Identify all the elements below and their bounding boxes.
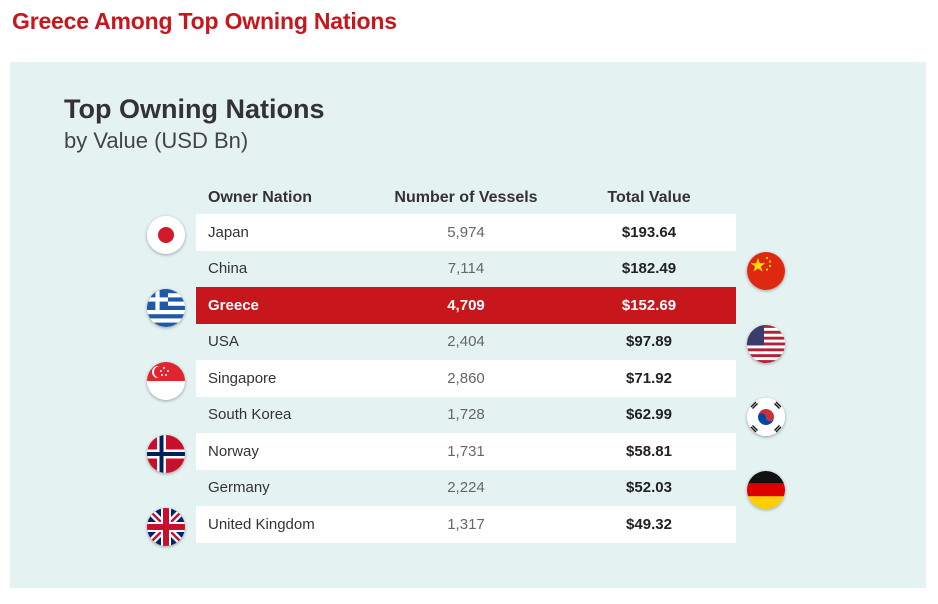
cell-number-of-vessels: 2,224 (447, 479, 485, 497)
united-kingdom-flag-icon (147, 508, 185, 546)
table-row: Germany 2,224 $52.03 (196, 470, 736, 507)
cell-owner-nation: Japan (208, 223, 249, 241)
norway-flag-icon (147, 435, 185, 473)
cell-total-value: $58.81 (626, 442, 672, 460)
cell-owner-nation: Singapore (208, 369, 277, 387)
cell-number-of-vessels: 1,317 (447, 515, 485, 533)
table-row: Greece 4,709 $152.69 (196, 287, 736, 324)
cell-number-of-vessels: 7,114 (447, 260, 485, 278)
data-table: Owner Nation Number of Vessels Total Val… (196, 182, 736, 543)
cell-number-of-vessels: 1,731 (447, 442, 485, 460)
table-header: Owner Nation Number of Vessels Total Val… (196, 182, 736, 214)
table-row: United Kingdom 1,317 $49.32 (196, 506, 736, 543)
cell-total-value: $62.99 (626, 406, 672, 424)
germany-flag-icon (747, 471, 785, 509)
cell-total-value: $97.89 (626, 333, 672, 351)
cell-total-value: $152.69 (621, 296, 677, 314)
cell-number-of-vessels: 5,974 (447, 223, 485, 241)
cell-owner-nation: South Korea (208, 406, 292, 424)
chart-subtitle: by Value (USD Bn) (64, 128, 249, 153)
cell-total-value: $193.64 (621, 223, 677, 241)
cell-owner-nation: China (208, 260, 248, 278)
usa-flag-icon (747, 325, 785, 363)
cell-owner-nation: USA (208, 333, 239, 351)
page-heading: Greece Among Top Owning Nations (12, 8, 397, 34)
cell-owner-nation: United Kingdom (208, 515, 315, 533)
cell-number-of-vessels: 1,728 (447, 406, 485, 424)
table-row: China 7,114 $182.49 (196, 251, 736, 288)
table-row: Norway 1,731 $58.81 (196, 433, 736, 470)
japan-flag-icon (147, 216, 185, 254)
table-row: USA 2,404 $97.89 (196, 324, 736, 361)
table-row: South Korea 1,728 $62.99 (196, 397, 736, 434)
greece-flag-icon (147, 289, 185, 327)
chart-title: Top Owning Nations (64, 94, 325, 124)
south-korea-flag-icon (747, 398, 785, 436)
cell-total-value: $182.49 (621, 260, 677, 278)
cell-owner-nation: Greece (208, 296, 259, 314)
column-header-number-of-vessels: Number of Vessels (394, 189, 538, 206)
chart-panel: Top Owning Nations by Value (USD Bn) Own… (10, 62, 926, 588)
table-row: Japan 5,974 $193.64 (196, 214, 736, 251)
table-row: Singapore 2,860 $71.92 (196, 360, 736, 397)
column-header-total-value: Total Value (607, 189, 691, 206)
cell-total-value: $52.03 (626, 479, 672, 497)
singapore-flag-icon (147, 362, 185, 400)
column-header-owner-nation: Owner Nation (208, 189, 313, 206)
cell-number-of-vessels: 4,709 (447, 296, 485, 314)
china-flag-icon (747, 252, 785, 290)
cell-number-of-vessels: 2,404 (447, 333, 485, 351)
cell-number-of-vessels: 2,860 (447, 369, 485, 387)
cell-total-value: $49.32 (626, 515, 672, 533)
cell-owner-nation: Norway (208, 442, 259, 460)
cell-total-value: $71.92 (626, 369, 672, 387)
cell-owner-nation: Germany (208, 479, 270, 497)
